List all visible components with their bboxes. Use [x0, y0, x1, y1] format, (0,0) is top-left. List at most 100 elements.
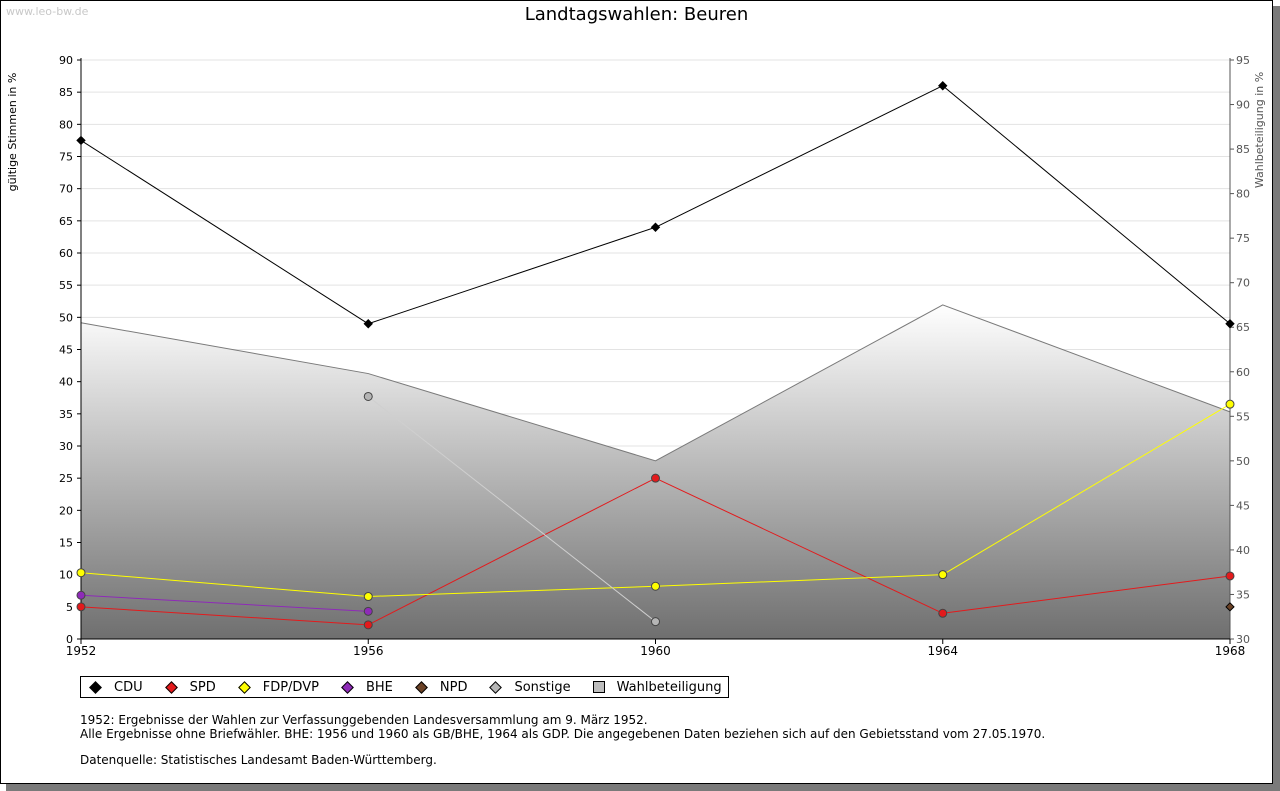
y-left-tick-label: 0: [66, 633, 73, 646]
y-left-tick-label: 55: [59, 279, 73, 292]
y-right-tick-label: 55: [1236, 410, 1250, 423]
series-line-spd: [942, 575, 1231, 614]
legend-marker-icon: [415, 680, 428, 694]
legend-marker-icon: [489, 680, 503, 694]
legend-item-spd: SPD: [164, 679, 216, 695]
y-left-tick-label: 90: [59, 54, 73, 67]
y-left-tick-label: 85: [59, 86, 73, 99]
legend-item-npd: NPD: [415, 679, 468, 695]
y-right-tick-label: 60: [1236, 366, 1250, 379]
series-line-spd: [80, 606, 369, 626]
y-right-tick-label: 50: [1236, 455, 1250, 468]
y-right-tick-label: 70: [1236, 277, 1250, 290]
y-left-tick-label: 80: [59, 118, 73, 131]
legend-label: CDU: [114, 679, 143, 695]
data-point-fdp-dvp: [938, 570, 948, 580]
legend-label: FDP/DVP: [262, 679, 319, 695]
y-left-tick-label: 65: [59, 215, 73, 228]
series-line-fdp-dvp: [942, 403, 1231, 576]
y-right-tick-label: 80: [1236, 188, 1250, 201]
data-point-npd: [1225, 602, 1235, 612]
legend-label: SPD: [189, 679, 216, 695]
data-point-fdp-dvp: [1225, 399, 1235, 409]
data-point-spd: [651, 473, 660, 483]
data-point-cdu: [1225, 319, 1235, 329]
legend-label: Sonstige: [514, 679, 571, 695]
data-source: Datenquelle: Statistisches Landesamt Bad…: [80, 753, 437, 767]
y-axis-right-label: Wahlbeteiligung in %: [1253, 72, 1266, 188]
x-tick-label: 1968: [1215, 644, 1246, 658]
y-right-tick-label: 35: [1236, 588, 1250, 601]
legend-item-fdp-dvp: FDP/DVP: [237, 679, 319, 695]
y-left-tick-label: 25: [59, 472, 73, 485]
y-right-tick-label: 75: [1236, 232, 1250, 245]
footnotes: 1952: Ergebnisse der Wahlen zur Verfassu…: [80, 713, 1045, 767]
series-line-spd: [655, 477, 943, 614]
y-left-tick-label: 15: [59, 537, 73, 550]
y-left-tick-label: 30: [59, 440, 73, 453]
legend-marker-icon: [89, 680, 102, 694]
data-point-bhe: [76, 590, 86, 600]
data-point-cdu: [363, 319, 373, 329]
y-left-tick-label: 45: [59, 344, 73, 357]
y-left-tick-label: 50: [59, 311, 73, 324]
series-line-fdp-dvp: [368, 585, 656, 598]
y-right-tick-label: 65: [1236, 321, 1250, 334]
x-tick-label: 1956: [353, 644, 384, 658]
y-left-tick-label: 5: [66, 601, 73, 614]
series-line-cdu: [942, 85, 1231, 325]
legend-item-bhe: BHE: [341, 680, 393, 695]
data-point-spd: [1225, 571, 1235, 581]
data-point-spd: [938, 608, 948, 618]
legend-item-cdu: CDU: [89, 680, 143, 695]
data-point-fdp-dvp: [651, 581, 660, 591]
x-tick-label: 1952: [66, 644, 97, 658]
turnout-line: [80, 304, 1231, 462]
legend-area-icon: [592, 681, 605, 693]
legend-marker-icon: [341, 680, 354, 694]
turnout-area-layer: [80, 304, 1231, 639]
axes: 0 5 10 15 20 25 30 35 40 45 50 55 60 65 70 75 80 85 90 30 35…: [59, 54, 1250, 658]
series-line-fdp-dvp: [655, 574, 943, 587]
legend: CDU SPD FDP/DVP BHE NPD Sonstige Wahlbeteiligu…: [80, 676, 729, 698]
turnout-area: [81, 304, 1230, 639]
legend-label: BHE: [365, 679, 393, 695]
y-left-tick-label: 60: [59, 247, 73, 260]
y-left-tick-label: 35: [59, 408, 73, 421]
y-left-tick-label: 20: [59, 504, 73, 517]
data-point-fdp-dvp: [363, 592, 373, 602]
legend-label: Wahlbeteiligung: [616, 679, 722, 695]
frame-shadow-bottom: [6, 784, 1280, 791]
data-point-fdp-dvp: [76, 568, 86, 578]
series-line-bhe: [80, 594, 369, 612]
data-point-spd: [76, 602, 86, 612]
data-point-spd: [363, 620, 373, 630]
data-point-cdu: [650, 222, 661, 232]
footnote-briefwaehler: Alle Ergebnisse ohne Briefwähler. BHE: 1…: [80, 727, 1046, 741]
legend-marker-icon: [164, 680, 178, 694]
y-right-tick-label: 85: [1236, 143, 1250, 156]
series-line-cdu: [80, 139, 369, 325]
legend-marker-icon: [237, 680, 251, 694]
series-line-cdu: [368, 226, 656, 325]
series-line-sonstige: [367, 396, 656, 623]
y-left-tick-label: 40: [59, 376, 73, 389]
data-point-sonstige: [363, 391, 373, 401]
data-point-cdu: [938, 81, 948, 91]
y-right-tick-label: 40: [1236, 544, 1250, 557]
y-right-tick-label: 45: [1236, 499, 1250, 512]
y-right-tick-label: 90: [1236, 99, 1250, 112]
series-layer: [76, 81, 1235, 630]
chart-title: Landtagswahlen: Beuren: [524, 4, 749, 25]
y-left-tick-label: 70: [59, 183, 73, 196]
watermark: www.leo-bw.de: [6, 5, 89, 18]
y-left-tick-label: 10: [59, 569, 73, 582]
x-tick-label: 1960: [640, 644, 671, 658]
y-left-tick-label: 75: [59, 151, 73, 164]
series-line-fdp-dvp: [80, 572, 369, 598]
legend-label: NPD: [439, 679, 468, 695]
y-axis-left-label: gültige Stimmen in %: [6, 73, 19, 192]
chart-svg: 0 5 10 15 20 25 30 35 40 45 50 55 60 65 70 75 80 85 90 30 35…: [6, 54, 1266, 658]
legend-item-wahlbeteiligung: Wahlbeteiligung: [592, 679, 722, 695]
y-right-tick-label: 30: [1236, 633, 1250, 646]
